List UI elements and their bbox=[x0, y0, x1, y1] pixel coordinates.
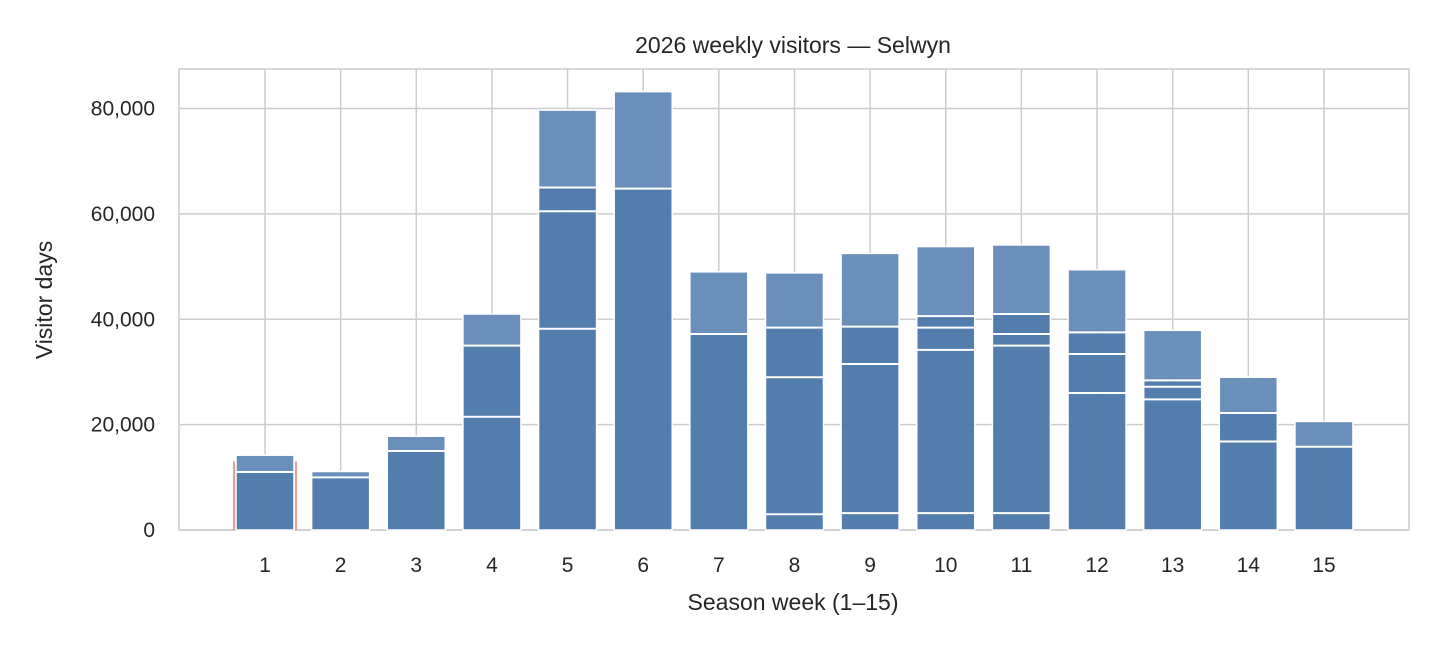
bar bbox=[1294, 446, 1353, 530]
bar-top-segment bbox=[765, 272, 824, 328]
x-tick-label: 15 bbox=[1312, 554, 1335, 577]
bar-outline bbox=[1067, 268, 1127, 531]
x-tick-label: 10 bbox=[934, 554, 957, 577]
bar bbox=[311, 477, 370, 530]
bar-top-segment bbox=[1143, 330, 1202, 381]
bar-top-segment bbox=[916, 246, 975, 317]
bar-top-segment bbox=[538, 110, 597, 188]
bar bbox=[916, 316, 975, 530]
x-tick-label: 8 bbox=[789, 554, 801, 577]
bar-top-segment bbox=[689, 271, 748, 335]
bar-outline bbox=[916, 245, 976, 531]
x-tick-labels: 1 2 3 4 5 6 7 8 9 10 11 12 13 14 15 bbox=[259, 554, 1335, 577]
x-tick-label: 7 bbox=[713, 554, 725, 577]
bar-top-segment bbox=[614, 91, 673, 189]
bar-top-segment bbox=[1294, 421, 1353, 447]
bar bbox=[387, 450, 446, 530]
bar bbox=[1219, 413, 1278, 530]
bar-top-segment bbox=[1219, 377, 1278, 414]
bar-top-segment bbox=[236, 455, 294, 473]
bar bbox=[538, 187, 597, 531]
bar bbox=[236, 472, 294, 530]
x-tick-label: 3 bbox=[410, 554, 422, 577]
bar bbox=[614, 188, 673, 531]
bar bbox=[841, 326, 900, 530]
x-tick-label: 2 bbox=[335, 554, 347, 577]
y-tick-label: 20,000 bbox=[91, 414, 155, 437]
x-tick-label: 9 bbox=[864, 554, 876, 577]
y-tick-label: 60,000 bbox=[91, 203, 155, 226]
y-tick-labels: 0 20,000 40,000 60,000 80,000 bbox=[91, 98, 155, 542]
bar bbox=[765, 327, 824, 530]
bar-outline bbox=[991, 244, 1052, 531]
y-tick-label: 0 bbox=[143, 519, 155, 542]
bar-top-segment bbox=[462, 313, 521, 346]
bar-top-segment bbox=[387, 436, 446, 451]
bar-outline bbox=[840, 252, 900, 531]
x-tick-label: 1 bbox=[259, 554, 271, 577]
chart-title: 2026 weekly visitors — Selwyn bbox=[635, 32, 951, 58]
bar-outline bbox=[310, 470, 371, 531]
bar bbox=[992, 313, 1051, 530]
bar-outline bbox=[689, 271, 749, 531]
x-tick-label: 11 bbox=[1010, 554, 1032, 577]
x-tick-label: 4 bbox=[486, 554, 498, 577]
bar bbox=[689, 334, 748, 530]
x-tick-label: 13 bbox=[1161, 554, 1184, 577]
bar-outline bbox=[764, 272, 825, 531]
bar-outline bbox=[462, 313, 522, 531]
bar-outline bbox=[537, 109, 598, 531]
bar-top-segment bbox=[1068, 269, 1127, 333]
y-tick-label: 80,000 bbox=[91, 98, 155, 121]
x-tick-label: 6 bbox=[637, 554, 649, 577]
x-tick-label: 14 bbox=[1237, 554, 1261, 577]
bar-outline bbox=[235, 454, 295, 531]
bar-top-segment bbox=[992, 244, 1051, 314]
x-tick-label: 12 bbox=[1085, 554, 1108, 577]
bar-top-segment bbox=[841, 253, 900, 327]
bar-outline bbox=[386, 435, 447, 531]
bar bbox=[462, 345, 521, 530]
x-axis-title: Season week (1–15) bbox=[688, 589, 899, 615]
bar-top-segment bbox=[311, 471, 370, 478]
bar-outline bbox=[1142, 329, 1203, 531]
y-axis-title: Visitor days bbox=[31, 241, 57, 359]
bar-outline bbox=[613, 90, 673, 531]
bar-outline bbox=[1294, 420, 1354, 531]
bar-outline bbox=[1218, 376, 1279, 531]
bar bbox=[1068, 332, 1127, 530]
x-tick-label: 5 bbox=[562, 554, 574, 577]
y-tick-label: 40,000 bbox=[91, 308, 155, 331]
bars bbox=[233, 90, 1354, 531]
bar bbox=[1143, 380, 1202, 530]
